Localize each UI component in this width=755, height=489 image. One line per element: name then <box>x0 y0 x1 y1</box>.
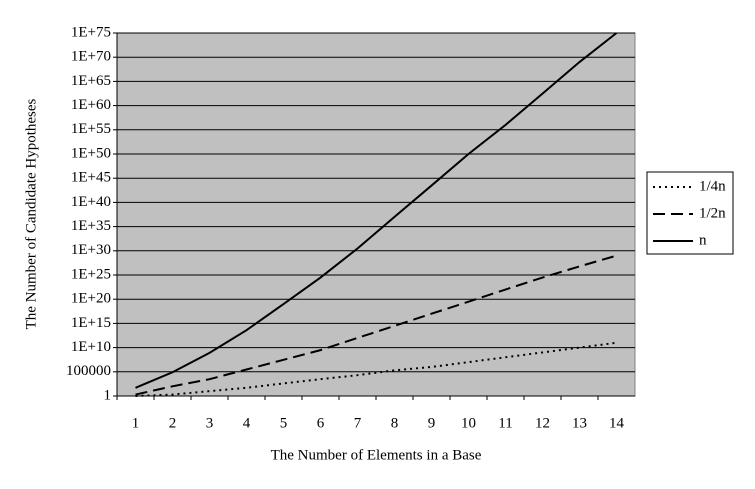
y-tick-label: 100000 <box>66 363 111 379</box>
x-tick-label: 9 <box>428 415 436 431</box>
y-tick-label: 1E+45 <box>71 170 111 186</box>
y-tick-label: 1 <box>104 387 112 403</box>
y-tick-label: 1E+65 <box>71 73 111 89</box>
legend-label: n <box>699 232 707 248</box>
y-axis-title: The Number of Candidate Hypotheses <box>23 98 39 329</box>
x-tick-label: 13 <box>572 415 587 431</box>
x-tick-label: 4 <box>243 415 251 431</box>
x-tick-label: 2 <box>169 415 177 431</box>
x-tick-label: 11 <box>498 415 512 431</box>
y-tick-label: 1E+75 <box>71 24 111 40</box>
x-tick-label: 12 <box>535 415 550 431</box>
x-tick-label: 10 <box>461 415 476 431</box>
x-tick-label: 5 <box>280 415 288 431</box>
y-tick-label: 1E+25 <box>71 266 111 282</box>
x-tick-label: 8 <box>391 415 399 431</box>
y-tick-label: 1E+10 <box>71 339 111 355</box>
x-axis-title: The Number of Elements in a Base <box>271 447 482 463</box>
x-tick-label: 1 <box>132 415 140 431</box>
y-tick-label: 1E+55 <box>71 121 111 137</box>
x-tick-label: 6 <box>317 415 325 431</box>
series-line <box>135 32 618 389</box>
x-tick-label: 3 <box>206 415 214 431</box>
x-tick-label: 7 <box>354 415 362 431</box>
y-tick-label: 1E+15 <box>71 315 111 331</box>
plot-area <box>116 32 636 397</box>
y-tick-label: 1E+20 <box>71 291 111 307</box>
legend-label: 1/2n <box>699 205 726 221</box>
y-tick-label: 1E+50 <box>71 145 111 161</box>
series-line <box>135 341 617 397</box>
legend-label: 1/4n <box>699 178 726 194</box>
x-tick-label: 14 <box>609 415 625 431</box>
y-tick-label: 1E+30 <box>71 242 111 258</box>
y-tick-label: 1E+70 <box>71 49 111 65</box>
series-line <box>135 254 617 396</box>
y-tick-label: 1E+40 <box>71 194 111 210</box>
y-tick-label: 1E+35 <box>71 218 111 234</box>
y-tick-label: 1E+60 <box>71 97 111 113</box>
